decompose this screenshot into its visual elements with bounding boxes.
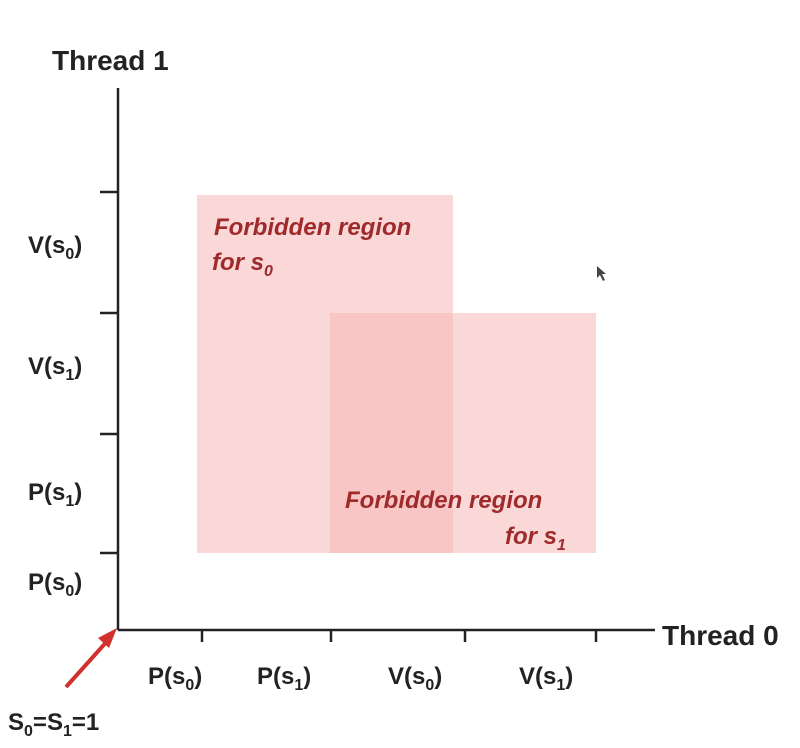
x-axis-title: Thread 0 <box>662 620 779 651</box>
start-arrow-head <box>98 628 117 648</box>
forbidden-region-s1 <box>330 313 596 553</box>
y-tick-label-v-s0: V(s0) <box>28 232 82 263</box>
region-s1-label-line1: Forbidden region <box>345 487 542 514</box>
initial-state-label: S0=S1=1 <box>8 709 99 740</box>
y-axis-title: Thread 1 <box>52 45 169 76</box>
x-tick-label-p-s0: P(s0) <box>148 663 202 694</box>
region-s0-label-line1: Forbidden region <box>214 214 411 241</box>
x-tick-label-v-s1: V(s1) <box>519 663 573 694</box>
x-tick-label-p-s1: P(s1) <box>257 663 311 694</box>
region-s1-label-line2: for s1 <box>505 523 566 554</box>
y-tick-label-v-s1: V(s1) <box>28 353 82 384</box>
x-tick-label-v-s0: V(s0) <box>388 663 442 694</box>
y-tick-label-p-s1: P(s1) <box>28 479 82 510</box>
cursor-icon <box>597 266 606 281</box>
start-arrow <box>64 636 112 689</box>
region-s0-label-line2: for s0 <box>212 249 273 280</box>
y-tick-label-p-s0: P(s0) <box>28 569 82 600</box>
